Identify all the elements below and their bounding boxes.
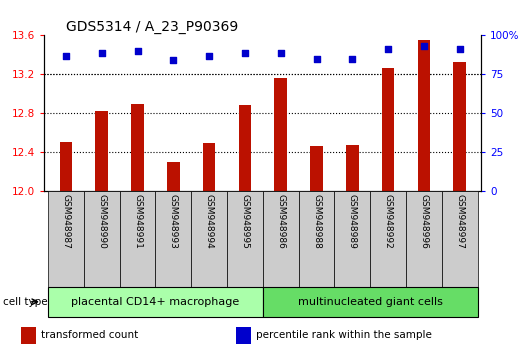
- FancyBboxPatch shape: [334, 191, 370, 287]
- Text: GSM948992: GSM948992: [383, 194, 393, 249]
- Bar: [60, 142, 72, 191]
- Text: GSM948996: GSM948996: [419, 194, 428, 249]
- Point: [384, 47, 392, 52]
- FancyBboxPatch shape: [227, 191, 263, 287]
- Text: GSM948987: GSM948987: [61, 194, 71, 249]
- Point: [456, 47, 464, 52]
- FancyBboxPatch shape: [120, 191, 155, 287]
- Point: [62, 53, 70, 58]
- Point: [241, 50, 249, 55]
- Bar: [20, 326, 36, 344]
- Bar: [236, 326, 252, 344]
- FancyBboxPatch shape: [370, 191, 406, 287]
- FancyBboxPatch shape: [48, 191, 84, 287]
- Point: [98, 50, 106, 55]
- FancyBboxPatch shape: [263, 287, 477, 317]
- FancyBboxPatch shape: [191, 191, 227, 287]
- FancyBboxPatch shape: [155, 191, 191, 287]
- Text: GSM948991: GSM948991: [133, 194, 142, 249]
- FancyBboxPatch shape: [406, 191, 442, 287]
- Text: GSM948990: GSM948990: [97, 194, 106, 249]
- FancyBboxPatch shape: [263, 191, 299, 287]
- Bar: [382, 69, 394, 191]
- Text: GSM948997: GSM948997: [455, 194, 464, 249]
- Text: multinucleated giant cells: multinucleated giant cells: [298, 297, 442, 307]
- Text: cell type: cell type: [3, 297, 47, 307]
- Bar: [167, 162, 179, 191]
- Text: GSM948994: GSM948994: [204, 194, 213, 249]
- Bar: [346, 145, 359, 191]
- Text: GDS5314 / A_23_P90369: GDS5314 / A_23_P90369: [66, 21, 238, 34]
- Text: GSM948988: GSM948988: [312, 194, 321, 249]
- Text: placental CD14+ macrophage: placental CD14+ macrophage: [71, 297, 240, 307]
- Text: transformed count: transformed count: [41, 330, 138, 339]
- Bar: [310, 147, 323, 191]
- Bar: [131, 104, 144, 191]
- Bar: [96, 112, 108, 191]
- FancyBboxPatch shape: [48, 287, 263, 317]
- Text: GSM948993: GSM948993: [169, 194, 178, 249]
- Text: percentile rank within the sample: percentile rank within the sample: [256, 330, 433, 339]
- Bar: [418, 40, 430, 191]
- FancyBboxPatch shape: [442, 191, 477, 287]
- Point: [312, 56, 321, 62]
- Bar: [275, 78, 287, 191]
- FancyBboxPatch shape: [299, 191, 334, 287]
- Point: [277, 50, 285, 55]
- Point: [419, 44, 428, 49]
- Text: GSM948986: GSM948986: [276, 194, 285, 249]
- FancyBboxPatch shape: [84, 191, 120, 287]
- Point: [133, 48, 142, 54]
- Bar: [203, 143, 215, 191]
- Bar: [453, 62, 466, 191]
- Bar: [238, 104, 251, 191]
- Point: [169, 57, 177, 63]
- Point: [205, 53, 213, 58]
- Point: [348, 56, 357, 62]
- Text: GSM948989: GSM948989: [348, 194, 357, 249]
- Text: GSM948995: GSM948995: [241, 194, 249, 249]
